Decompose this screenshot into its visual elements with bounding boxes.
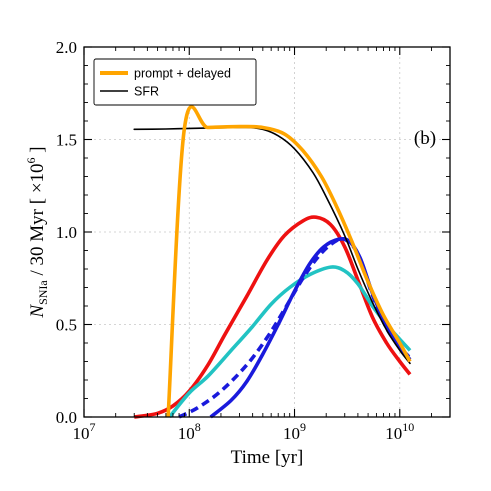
series-lines xyxy=(133,105,412,419)
panel-label: (b) xyxy=(414,128,436,149)
x-tick-base: 10 xyxy=(385,424,402,443)
x-tick-label: 109 xyxy=(283,420,306,443)
x-tick-exponent: 8 xyxy=(195,420,201,434)
y-label-end: ] xyxy=(27,146,48,157)
y-label-subscript: SNIa xyxy=(36,280,50,305)
x-axis-label: Time [yr] xyxy=(231,447,304,468)
series-line-3 xyxy=(168,265,412,419)
x-tick-label: 1010 xyxy=(385,420,414,443)
x-tick-base: 10 xyxy=(283,424,300,443)
y-tick-label: 1.5 xyxy=(56,131,77,150)
legend: prompt + delayed SFR xyxy=(93,58,257,106)
legend-box xyxy=(93,58,257,106)
series-line-0 xyxy=(166,105,412,418)
y-tick-label: 0.0 xyxy=(56,408,77,427)
y-tick-label: 2.0 xyxy=(56,38,77,57)
x-tick-exponent: 10 xyxy=(402,420,414,434)
x-tick-label: 107 xyxy=(73,420,96,443)
x-tick-label: 108 xyxy=(178,420,201,443)
y-tick-label: 0.5 xyxy=(56,316,77,335)
x-tick-base: 10 xyxy=(73,424,90,443)
y-axis-label: NSNIa / 30 Myr [ ×106 ] xyxy=(24,146,50,318)
legend-label-sfr: SFR xyxy=(134,85,159,99)
x-tick-exponent: 9 xyxy=(300,420,306,434)
series-line-5 xyxy=(209,236,412,419)
x-tick-base: 10 xyxy=(178,424,195,443)
y-label-exponent: 6 xyxy=(24,157,38,163)
y-label-n: N xyxy=(27,304,48,319)
legend-label-prompt-delayed: prompt + delayed xyxy=(134,67,231,81)
y-label-middle: / 30 Myr [ ×10 xyxy=(27,163,48,280)
y-tick-label: 1.0 xyxy=(56,223,77,242)
x-tick-exponent: 7 xyxy=(90,420,96,434)
